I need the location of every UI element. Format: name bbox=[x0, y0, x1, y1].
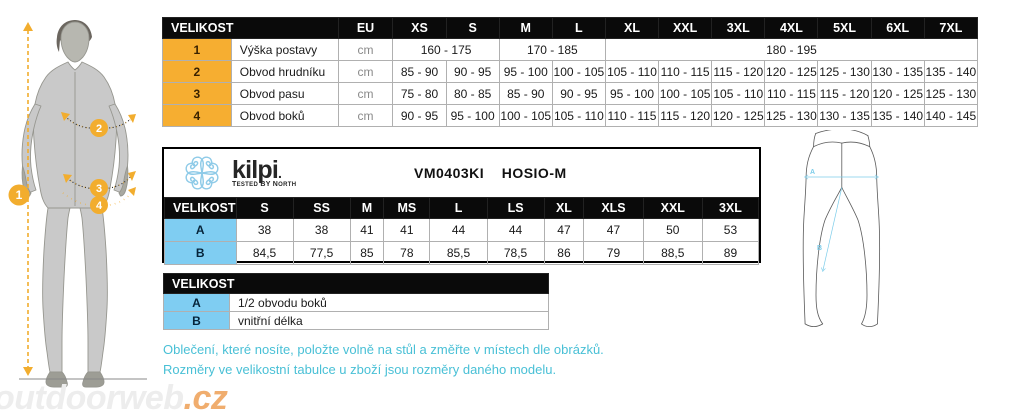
svg-text:1: 1 bbox=[16, 188, 23, 202]
svg-text:B: B bbox=[817, 245, 822, 252]
svg-text:A: A bbox=[810, 169, 815, 176]
svg-text:4: 4 bbox=[96, 200, 103, 212]
svg-text:2: 2 bbox=[96, 123, 102, 135]
svg-text:3: 3 bbox=[96, 183, 102, 195]
